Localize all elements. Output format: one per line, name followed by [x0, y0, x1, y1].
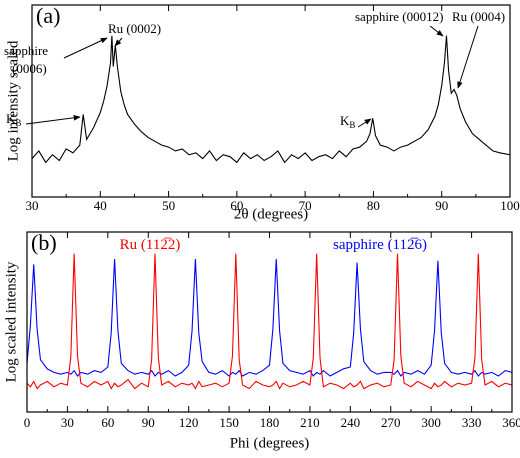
x-tick-label: 150: [219, 415, 239, 430]
annotation-subscript: B: [15, 118, 21, 128]
panel-label: (b): [31, 230, 57, 255]
data-line: [32, 35, 510, 164]
x-tick-label: 90: [435, 198, 448, 213]
x-tick-label: 240: [341, 415, 361, 430]
x-tick-label: 0: [24, 415, 31, 430]
data-line: [27, 258, 512, 377]
annotation: Ru (0002): [108, 21, 161, 36]
x-tick-label: 330: [462, 415, 482, 430]
x-tick-label: 50: [162, 198, 175, 213]
annotation-arrow: [357, 118, 372, 128]
annotation-text: (0006): [12, 61, 47, 76]
annotation: sapphire: [4, 43, 48, 58]
x-tick-label: 360: [502, 415, 520, 430]
annotation-text: K: [340, 113, 350, 128]
annotation-text: Ru (0004): [452, 9, 505, 24]
x-tick-label: 90: [142, 415, 155, 430]
annotation-text: Ru (0002): [108, 21, 161, 36]
x-tick-label: 270: [381, 415, 401, 430]
annotation: Ru (112̅2): [120, 237, 181, 253]
data-line: [27, 253, 512, 390]
x-axis-label: 2θ (degrees): [234, 206, 308, 222]
x-tick-label: 40: [94, 198, 107, 213]
y-axis-label: Log intensity scaled: [5, 40, 21, 161]
annotation-arrow: [457, 25, 479, 89]
annotation-arrow: [429, 25, 444, 37]
x-tick-label: 100: [500, 198, 520, 213]
x-tick-label: 300: [421, 415, 441, 430]
annotation-arrow: [114, 37, 123, 47]
x-axis-label: Phi (degrees): [230, 435, 310, 451]
annotation: Ru (0004): [452, 9, 505, 24]
annotation-arrow: [63, 37, 108, 59]
x-tick-label: 60: [101, 415, 114, 430]
x-tick-label: 180: [260, 415, 280, 430]
annotation-text: K: [6, 111, 16, 126]
annotation: sapphire (112̅6): [333, 237, 427, 253]
annotation-arrow: [25, 115, 81, 125]
annotation: (0006): [12, 61, 47, 76]
x-tick-label: 30: [26, 198, 39, 213]
x-tick-label: 60: [230, 198, 243, 213]
x-tick-label: 210: [300, 415, 320, 430]
annotation: KB: [340, 113, 355, 130]
annotation-subscript: B: [349, 120, 355, 130]
annotation-text: sapphire: [4, 43, 48, 58]
plot-frame: [26, 231, 513, 413]
annotation-text: sapphire (00012): [355, 9, 443, 24]
x-tick-label: 120: [179, 415, 199, 430]
annotation: KB: [6, 111, 21, 128]
x-tick-label: 80: [367, 198, 380, 213]
y-axis-label: Log scaled intensity: [3, 261, 19, 382]
annotation-text: sapphire (112̅6): [333, 237, 427, 253]
annotation-text: Ru (112̅2): [120, 237, 181, 253]
panel-label: (a): [36, 3, 60, 28]
x-tick-label: 70: [299, 198, 312, 213]
annotation: sapphire (00012): [355, 9, 443, 24]
x-tick-label: 30: [61, 415, 74, 430]
